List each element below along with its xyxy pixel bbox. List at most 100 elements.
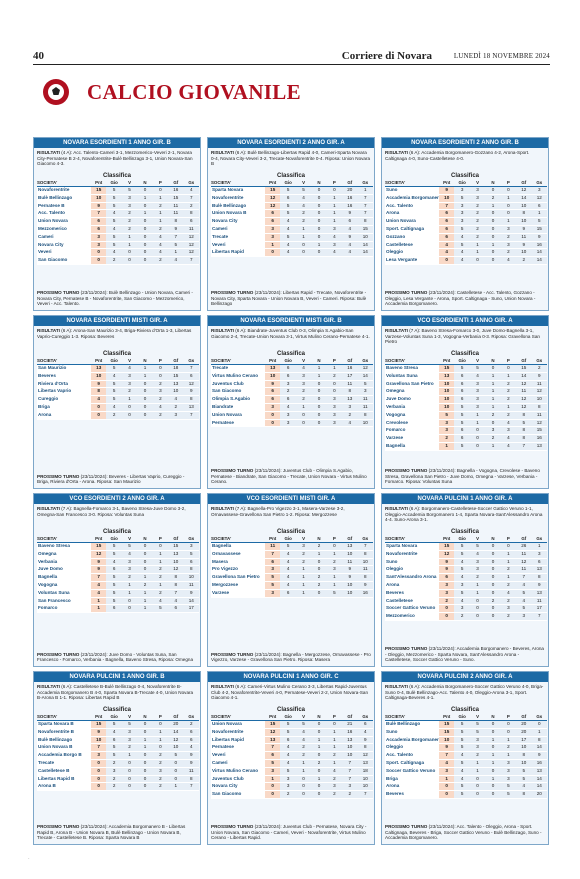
table-row: Cameri 3 5 1 0 4 7 12 <box>37 233 199 242</box>
stat-cell: 1 <box>311 736 327 745</box>
stat-cell: 3 <box>500 604 517 614</box>
stat-cell: 5 <box>183 550 199 559</box>
table-row: Suno 15 5 5 0 0 20 1 <box>385 728 547 737</box>
stat-cell: 0 <box>137 411 153 420</box>
stat-cell: 4 <box>295 202 312 211</box>
stat-cell: 7 <box>91 573 107 582</box>
table-row: Varzese 3 6 1 0 5 10 16 <box>211 589 373 598</box>
stat-cell: 0 <box>121 597 138 606</box>
team-name: Novaforentrite B <box>37 728 91 737</box>
stat-cell: 5 <box>516 589 532 598</box>
stat-cell: 0 <box>265 411 281 420</box>
stat-cell: 7 <box>265 743 281 753</box>
stat-cell: 5 <box>106 720 122 729</box>
stat-cell: 12 <box>265 202 281 211</box>
stat-cell: 0 <box>137 387 153 397</box>
stat-cell: 2 <box>295 558 312 567</box>
stat-cell: 5 <box>106 581 122 590</box>
standings-box: NOVARA PULCINI 1 ANNO GIR. C RISULTATI (6… <box>207 671 375 845</box>
stat-cell: 10 <box>91 194 107 203</box>
table-row: Arona 3 3 1 0 2 4 9 <box>385 581 547 590</box>
stat-cell: 3 <box>106 767 122 776</box>
stat-cell: 12 <box>439 550 455 559</box>
team-name: Acc. Talento <box>37 209 91 219</box>
stat-cell: 13 <box>531 565 547 575</box>
box-title: NOVARA PULCINI 1 ANNO GIR. A <box>382 494 548 504</box>
team-name: Juventus Club <box>211 775 265 784</box>
team-name: Suno <box>385 558 439 567</box>
table-row: Bagnella 11 5 3 2 0 13 7 <box>211 542 373 551</box>
standings-title: Classifica <box>102 351 132 357</box>
results-text: RISULTATI (6 A): Arona-San Maurizio 3-4,… <box>34 326 200 350</box>
stat-cell: 0 <box>137 233 153 242</box>
column-header: SOCIETA' <box>37 714 91 721</box>
standings-table: SOCIETA' Pnt Gio V N P Gf Gs Sparta Novara B 15 5 5… <box>37 714 199 792</box>
stat-cell: 2 <box>121 217 138 226</box>
stat-cell: 5 <box>454 589 470 598</box>
stat-cell: 4 <box>357 728 373 737</box>
stat-cell: 0 <box>469 775 486 784</box>
stat-cell: 9 <box>357 581 373 590</box>
column-header: Pnt <box>265 358 281 365</box>
stat-cell: 8 <box>91 387 107 397</box>
stat-cell: 0 <box>485 558 501 567</box>
table-row: Novara City 6 4 2 0 1 6 8 <box>211 217 373 226</box>
stat-cell: 2 <box>152 565 169 575</box>
team-name: Gozzano <box>385 233 439 242</box>
box-title: VCO ESORDIENTI 1 ANNO GIR. A <box>382 316 548 326</box>
team-name: Fomarco <box>385 426 439 436</box>
column-header: P <box>152 358 169 365</box>
stat-cell: 12 <box>531 419 547 428</box>
team-name: Castelletese <box>385 597 439 606</box>
stat-cell: 0 <box>311 790 327 799</box>
stat-cell: 7 <box>357 194 373 203</box>
stat-cell: 3 <box>280 380 296 389</box>
column-header: SOCIETA' <box>211 358 265 365</box>
stat-cell: 0 <box>469 597 486 606</box>
next-round-value: (23/11/2024): Bagnella - Mergozzese, Orn… <box>211 651 371 663</box>
stat-cell: 13 <box>265 364 281 373</box>
stat-cell: 10 <box>531 395 547 404</box>
table-row: Libertas Rapid 0 4 0 0 4 4 14 <box>211 248 373 258</box>
next-round-label: PROSSIMO TURNO <box>211 290 254 296</box>
column-header: V <box>121 358 138 365</box>
stat-cell: 2 <box>326 372 343 381</box>
results-value: (6 A): Castelletese B-Bulè Bellinzago 0-… <box>37 684 194 701</box>
stat-cell: 1 <box>469 759 486 768</box>
stat-cell: 1 <box>439 775 455 784</box>
stat-cell: 4 <box>439 248 455 258</box>
stat-cell: 6 <box>265 209 281 219</box>
stat-cell: 8 <box>531 573 547 582</box>
stat-cell: 2 <box>469 233 486 242</box>
stat-cell: 1 <box>326 194 343 203</box>
stat-cell: 15 <box>168 372 184 381</box>
stat-cell: 6 <box>91 217 107 226</box>
stat-cell: 4 <box>454 597 470 606</box>
stat-cell: 2 <box>152 225 169 234</box>
stat-cell: 1 <box>531 542 547 551</box>
team-name: Veveri <box>211 751 265 760</box>
stat-cell: 4 <box>280 573 296 582</box>
stat-cell: 4 <box>106 372 122 381</box>
team-name: Sport. Caltignaga <box>385 225 439 234</box>
stat-cell: 4 <box>500 419 517 428</box>
column-header: N <box>137 180 153 187</box>
stat-cell: 11 <box>183 225 199 234</box>
stat-cell: 12 <box>183 248 199 258</box>
team-name: Ornavassese <box>211 550 265 559</box>
standings-title: Classifica <box>450 707 480 713</box>
stat-cell: 1 <box>311 775 327 784</box>
column-header: Pnt <box>91 536 107 543</box>
stat-cell: 15 <box>439 720 455 729</box>
box-title: VCO ESORDIENTI MISTI GIR. A <box>208 494 374 504</box>
stat-cell: 0 <box>121 248 138 258</box>
stat-cell: 0 <box>500 720 517 729</box>
table-row: Soccer Gattico Veruno 3 4 1 0 3 5 13 <box>385 767 547 776</box>
stat-cell: 3 <box>469 736 486 745</box>
stat-cell: 0 <box>485 782 501 792</box>
stat-cell: 0 <box>311 209 327 219</box>
stat-cell: 3 <box>295 542 312 551</box>
team-name: Cureggio <box>37 395 91 404</box>
column-header: SOCIETA' <box>385 358 439 365</box>
standings-table: SOCIETA' Pnt Gio V N P Gf Gs Sparta Novara 15 5 5 0 0… <box>385 536 547 621</box>
